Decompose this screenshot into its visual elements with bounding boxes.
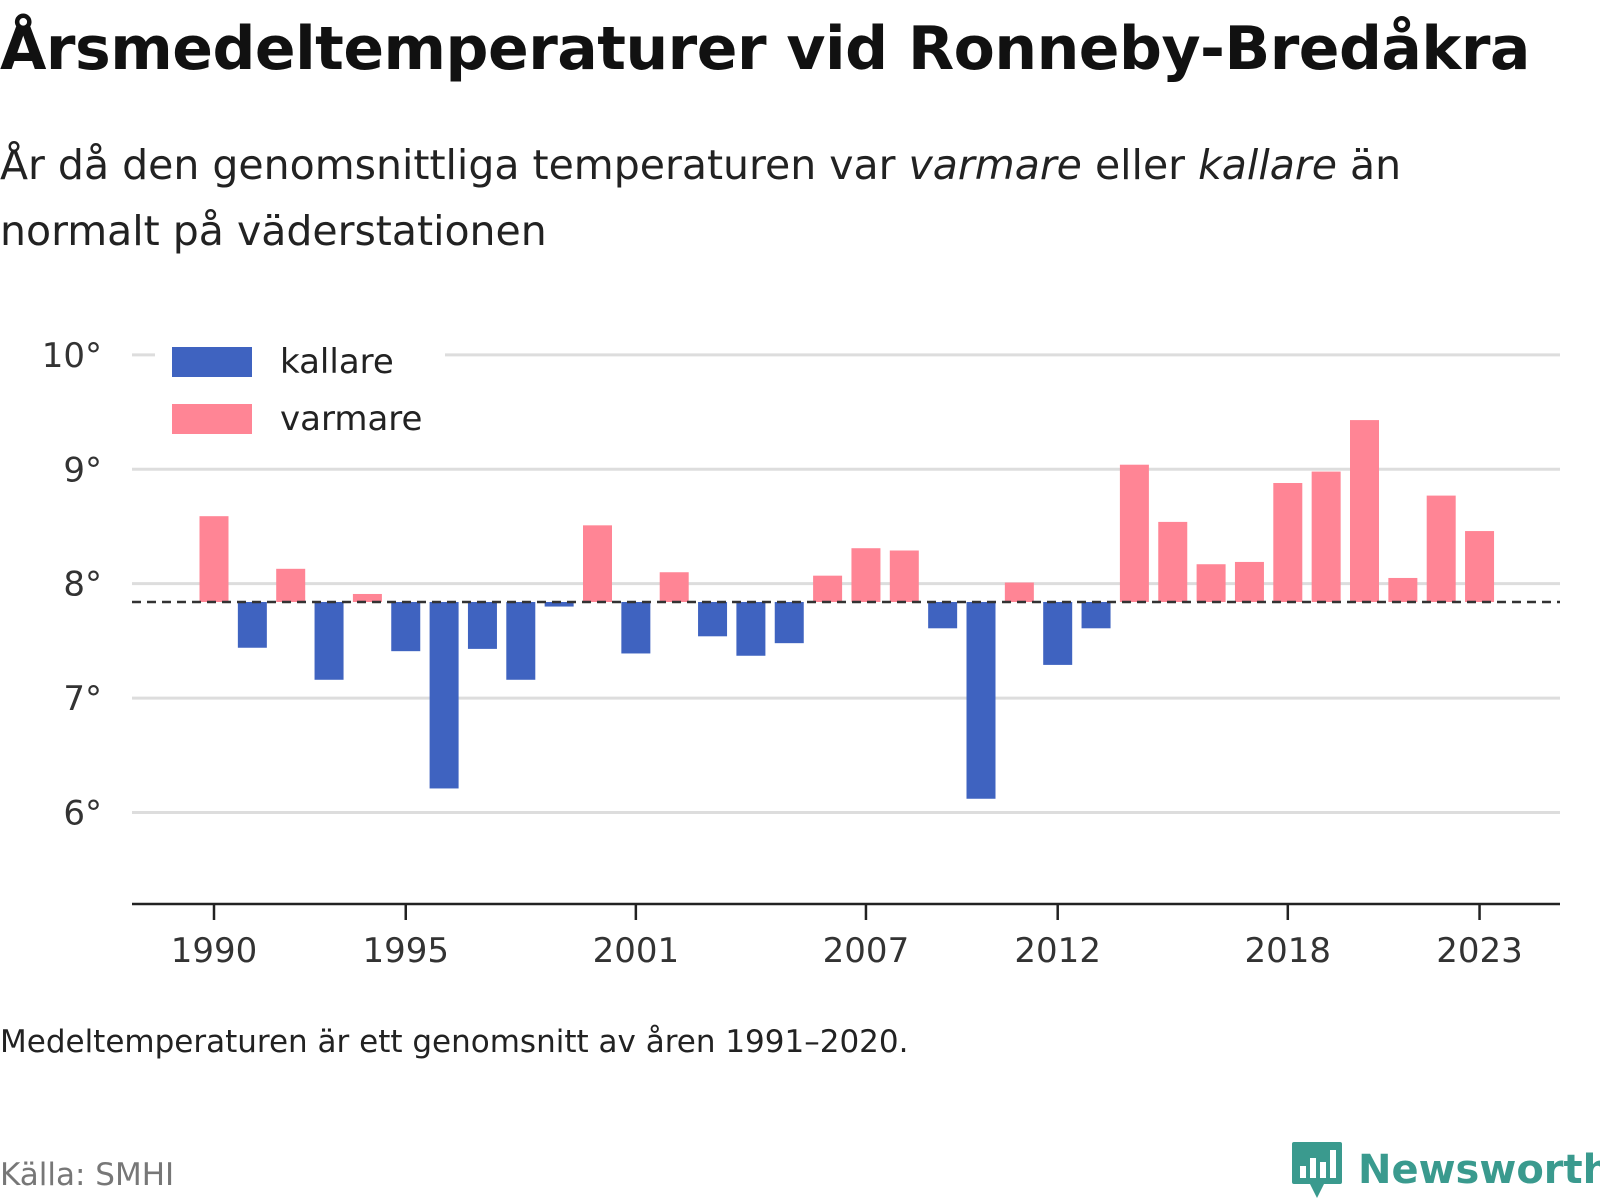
- bar-1994: [352, 593, 382, 602]
- bar-2005: [774, 601, 804, 644]
- bar-2004: [736, 601, 766, 656]
- bar-1991: [237, 601, 267, 648]
- legend-label-cold: kallare: [280, 342, 394, 382]
- bar-1999: [544, 601, 574, 607]
- bar-1998: [506, 601, 536, 680]
- bar-2018: [1273, 483, 1303, 602]
- x-tick-label: 2023: [1436, 931, 1523, 971]
- y-tick-label: 7°: [63, 679, 102, 719]
- bar-2002: [659, 572, 689, 602]
- chart-title: Årsmedeltemperaturer vid Ronneby-Bredåkr…: [0, 14, 1530, 84]
- footnote: Medeltemperaturen är ett genomsnitt av å…: [0, 1024, 909, 1060]
- bar-2015: [1158, 521, 1188, 602]
- y-tick-label: 8°: [63, 565, 102, 605]
- subtitle-text-middle: eller: [1081, 141, 1199, 189]
- bar-1996: [429, 601, 459, 789]
- x-tick-label: 2007: [823, 931, 910, 971]
- chart-subtitle: År då den genomsnittliga temperaturen va…: [0, 132, 1560, 264]
- bar-2013: [1081, 601, 1111, 629]
- bar-2007: [851, 548, 881, 602]
- legend-swatch-warm: [172, 404, 252, 434]
- subtitle-text-end: än normalt på väderstationen: [0, 141, 1402, 255]
- legend: kallare varmare: [155, 330, 445, 445]
- x-tick-label: 1990: [171, 931, 258, 971]
- bar-2001: [621, 601, 651, 654]
- bars: [199, 420, 1495, 799]
- bar-1995: [391, 601, 421, 652]
- bar-2022: [1426, 495, 1456, 602]
- legend-swatch-cold: [172, 347, 252, 377]
- brand-name: Newsworthy: [1358, 1147, 1600, 1193]
- bar-2009: [928, 601, 958, 629]
- bar-2008: [889, 550, 919, 602]
- bar-2012: [1043, 601, 1073, 665]
- bar-1993: [314, 601, 344, 680]
- bar-1992: [276, 568, 306, 602]
- bar-2010: [966, 601, 996, 799]
- x-tick-label: 1995: [362, 931, 449, 971]
- bar-2011: [1004, 582, 1034, 602]
- bar-2019: [1311, 471, 1341, 602]
- y-axis-ticks: 6° 7° 8° 9° 10°: [42, 336, 102, 834]
- source-label: Källa: SMHI: [0, 1157, 175, 1193]
- x-tick-label: 2001: [593, 931, 680, 971]
- subtitle-text-start: År då den genomsnittliga temperaturen va…: [0, 141, 909, 189]
- brand-logo: Newsworthy: [1290, 1140, 1600, 1200]
- bar-2006: [813, 575, 843, 602]
- bar-2014: [1119, 464, 1149, 602]
- bar-2023: [1465, 531, 1495, 602]
- x-tick-label: 2012: [1014, 931, 1101, 971]
- y-tick-label: 6°: [63, 793, 102, 833]
- y-tick-label: 9°: [63, 450, 102, 490]
- bar-2020: [1350, 420, 1379, 602]
- x-axis-ticks: 1990 1995 2001 2007 2012 2018 2023: [171, 904, 1523, 971]
- bar-1997: [467, 601, 497, 649]
- y-tick-label: 10°: [42, 336, 102, 376]
- bar-2021: [1388, 577, 1418, 602]
- bar-2000: [583, 525, 612, 602]
- bar-2003: [698, 601, 728, 637]
- subtitle-cold-word: kallare: [1198, 141, 1337, 189]
- bar-chart-speech-bubble-icon: [1292, 1142, 1342, 1198]
- bar-1990: [199, 516, 229, 602]
- x-tick-label: 2018: [1245, 931, 1332, 971]
- subtitle-warm-word: varmare: [908, 141, 1082, 189]
- bar-2017: [1234, 561, 1264, 602]
- bar-2016: [1196, 564, 1226, 602]
- legend-label-warm: varmare: [280, 399, 422, 439]
